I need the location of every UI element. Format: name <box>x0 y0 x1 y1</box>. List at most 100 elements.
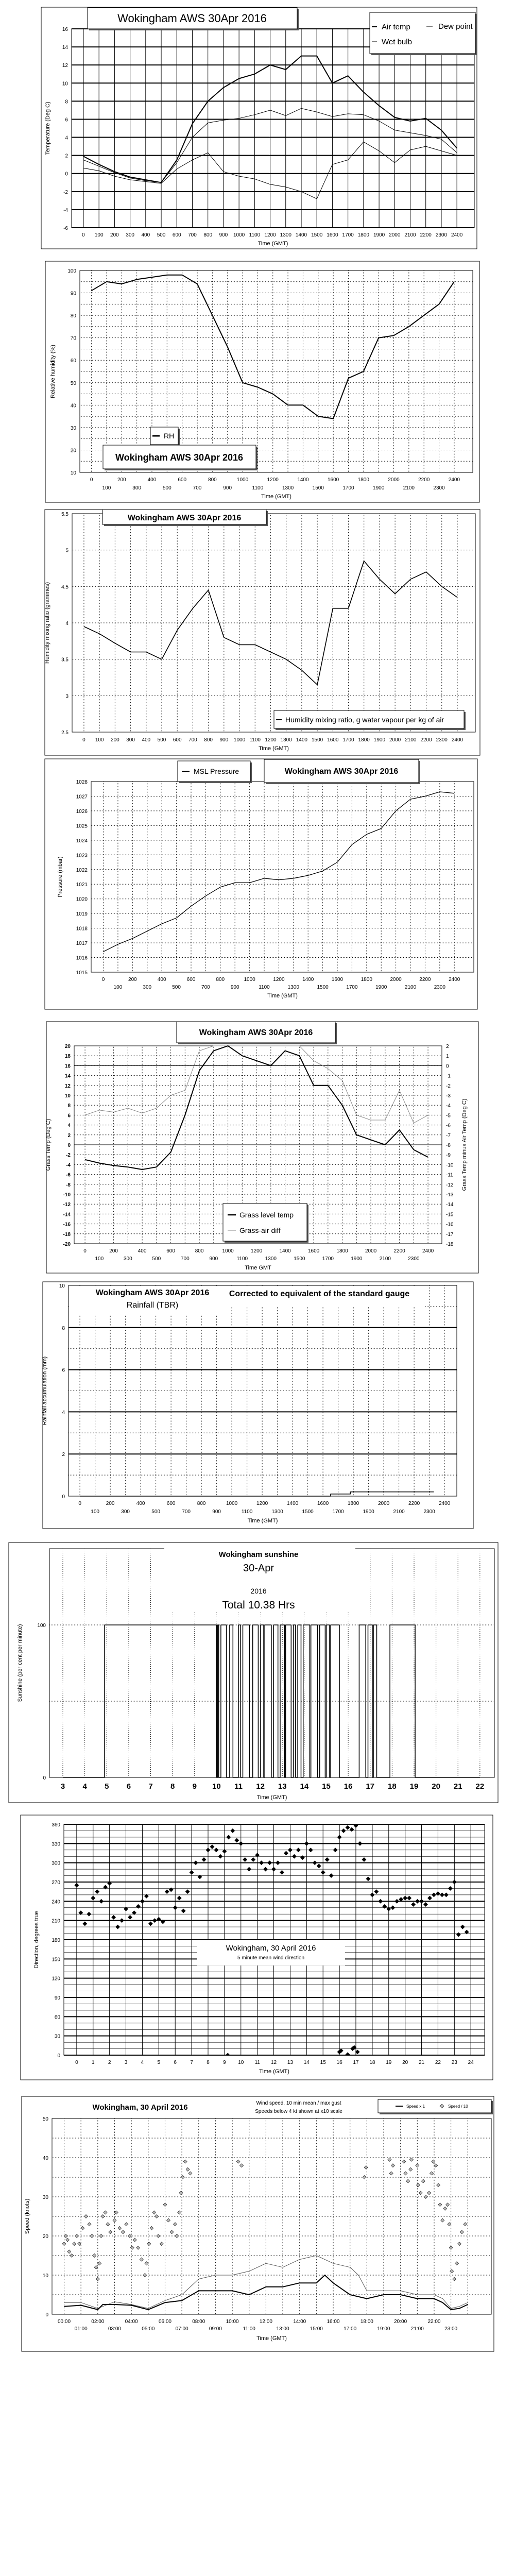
x-tick-label: 1500 <box>313 485 324 491</box>
series-layer <box>83 561 458 685</box>
y2-tick-label: -13 <box>446 1192 454 1198</box>
x-tick-label: 400 <box>142 737 150 743</box>
x-tick-label: 0 <box>83 1248 87 1254</box>
x-tick-label: 2100 <box>393 1509 405 1515</box>
y-tick-label: 100 <box>67 268 76 274</box>
data-point <box>124 2222 129 2227</box>
data-point <box>177 1895 182 1901</box>
data-point <box>214 1848 219 1853</box>
x-tick-label: 09:00 <box>209 2326 222 2332</box>
x-tick-label: 5 <box>105 1782 109 1791</box>
x-tick-label: 1400 <box>297 477 309 483</box>
x-tick-label: 100 <box>91 1509 99 1515</box>
legend-label: Grass level temp <box>239 1211 294 1219</box>
y2-tick-label: -3 <box>446 1093 451 1099</box>
plot-area <box>72 513 476 733</box>
data-point <box>352 2045 357 2050</box>
x-tick-label: 1100 <box>252 485 264 491</box>
data-point <box>436 2183 441 2188</box>
data-point <box>447 2222 452 2227</box>
x-tick-label: 14 <box>300 1782 309 1791</box>
x-tick-label: 0 <box>82 737 85 743</box>
x-tick-label: 700 <box>181 1256 190 1262</box>
y2-tick-label: -5 <box>446 1113 451 1118</box>
data-point <box>100 2214 105 2218</box>
data-point <box>362 2175 367 2179</box>
x-tick-label: 9 <box>193 1782 197 1791</box>
data-point <box>144 2261 149 2266</box>
x-tick-label: 19:00 <box>377 2326 390 2332</box>
x-tick-label: 300 <box>143 985 151 990</box>
y-tick-label: -2 <box>66 1153 71 1158</box>
x-tick-label: 21 <box>454 1782 462 1791</box>
series-grass-air-diff <box>84 1045 428 1124</box>
data-point <box>143 2273 147 2277</box>
gridlines <box>64 1824 485 2056</box>
data-point <box>132 1910 136 1916</box>
data-point <box>218 1854 223 1859</box>
x-tick-label: 02:00 <box>91 2319 104 2325</box>
data-point <box>443 1892 449 1897</box>
y2-tick-label: -14 <box>446 1202 454 1208</box>
x-tick-label: 800 <box>208 477 217 483</box>
mixing-ratio-chart: 2.5 3 3.5 4 4.5 5 5.5 0 100 200 300 400 500 600 700 800… <box>44 509 480 756</box>
gridlines <box>68 1285 457 1496</box>
x-axis-label: Time (GMT) <box>257 1794 287 1801</box>
y2-tick-label: -16 <box>446 1222 454 1228</box>
legend-label: Grass-air diff <box>239 1226 281 1234</box>
x-tick-label: 2400 <box>449 477 460 483</box>
data-point <box>345 2052 350 2056</box>
data-point <box>132 2238 137 2242</box>
x-tick-label: 2200 <box>408 1501 420 1506</box>
y-tick-label: 1026 <box>76 809 88 815</box>
y-tick-label: 330 <box>52 1841 60 1847</box>
sunshine-chart: 0 100 3 4 5 6 7 8 9 10 11 12 13 14 15 16 17 18 19 20 21 22 Tim… <box>8 1542 499 1803</box>
data-point <box>276 1860 280 1866</box>
x-tick-label: 900 <box>209 1256 218 1262</box>
y2-tick-label: -6 <box>446 1123 451 1129</box>
x-tick-label: 1300 <box>288 985 300 990</box>
data-point <box>78 1910 83 1916</box>
x-tick-label: 12:00 <box>260 2319 272 2325</box>
x-tick-label: 400 <box>148 477 157 483</box>
x-tick-label: 2000 <box>390 977 402 982</box>
x-tick-label: 1300 <box>265 1256 277 1262</box>
x-tick-label: 12 <box>256 1782 265 1791</box>
data-point <box>74 1883 79 1888</box>
data-point <box>99 1899 104 1904</box>
x-tick-label: 2000 <box>365 1248 377 1254</box>
x-tick-label: 1200 <box>256 1501 268 1506</box>
x-tick-label: 23:00 <box>444 2326 457 2332</box>
y-tick-label: 20 <box>71 448 77 453</box>
chart-title: Wokingham AWS 30Apr 2016 <box>128 514 242 522</box>
chart-title: Wokingham AWS 30Apr 2016 <box>96 1289 210 1297</box>
data-point <box>243 1857 248 1862</box>
x-tick-label: 03:00 <box>108 2326 121 2332</box>
x-tick-label: 1000 <box>226 1501 238 1506</box>
data-point <box>107 1881 112 1886</box>
x-axis-label: Time (GMT) <box>259 745 289 752</box>
legend-label: Air temp <box>382 23 410 31</box>
data-point <box>460 1924 465 1929</box>
data-point <box>452 2277 457 2281</box>
legend-swatch-speed-div10 <box>439 2104 444 2109</box>
chart-title-area <box>197 1940 345 1965</box>
x-tick-label: 11:00 <box>243 2326 256 2332</box>
y-tick-label: 2 <box>65 154 68 159</box>
y-tick-label: 60 <box>55 2014 61 2020</box>
x-tick-label: 2300 <box>436 232 448 238</box>
y-tick-label: 50 <box>71 381 77 386</box>
data-point <box>91 1895 96 1901</box>
x-tick-label: 19 <box>410 1782 419 1791</box>
data-point <box>156 2234 161 2238</box>
data-point <box>440 2218 445 2223</box>
x-tick-label: 2300 <box>408 1256 420 1262</box>
data-point <box>320 1870 325 1875</box>
x-tick-label: 100 <box>102 485 111 491</box>
x-tick-label: 600 <box>173 232 181 238</box>
data-point <box>449 2245 453 2250</box>
x-tick-label: 800 <box>203 232 212 238</box>
chart-subtitle: Rainfall (TBR) <box>127 1301 178 1310</box>
y-tick-label: 10 <box>65 1093 71 1099</box>
y-tick-label: -2 <box>63 190 68 195</box>
